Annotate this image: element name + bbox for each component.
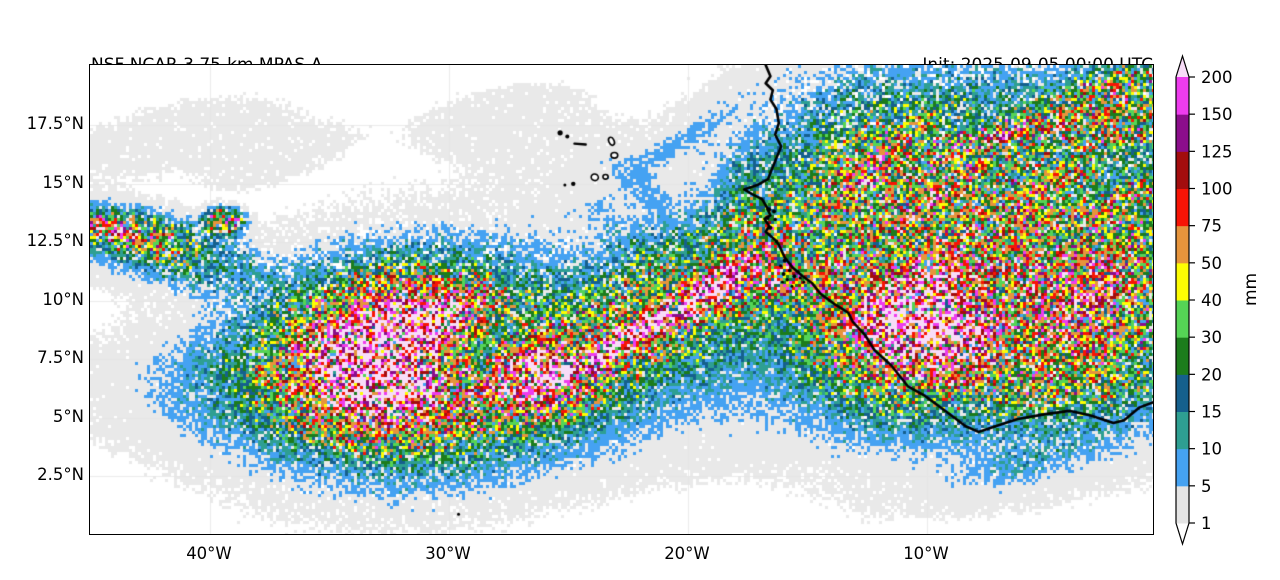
colorbar-tick-label: 100 <box>1201 180 1233 199</box>
colorbar-segment <box>1176 411 1189 450</box>
colorbar-tick-label: 40 <box>1201 291 1222 310</box>
colorbar-segment <box>1176 225 1189 264</box>
lat-tick-label: 2.5°N <box>37 465 84 485</box>
lat-tick-label: 15°N <box>42 172 84 192</box>
colorbar-segment <box>1176 262 1189 301</box>
lat-tick-label: 5°N <box>52 406 84 426</box>
lon-tick-label: 30°W <box>425 544 471 563</box>
precip-map-canvas <box>90 65 1153 534</box>
colorbar-segment <box>1176 188 1189 227</box>
colorbar-units-label: mm <box>1241 273 1261 306</box>
colorbar-tick-label: 150 <box>1201 105 1233 124</box>
colorbar-segment <box>1176 448 1189 487</box>
colorbar-tick-label: 1 <box>1201 514 1212 533</box>
colorbar-tick-label: 125 <box>1201 142 1233 161</box>
colorbar-segment <box>1176 114 1189 152</box>
lon-tick-label: 20°W <box>664 544 710 563</box>
lat-tick-label: 7.5°N <box>37 348 84 368</box>
lat-tick-label: 10°N <box>42 289 84 309</box>
colorbar-tick-label: 15 <box>1201 403 1222 422</box>
colorbar-tick-label: 20 <box>1201 365 1222 384</box>
lat-tick-label: 17.5°N <box>26 114 84 134</box>
colorbar-segment <box>1176 151 1189 189</box>
lon-tick-label: 10°W <box>903 544 949 563</box>
colorbar-over-arrow <box>1176 56 1189 77</box>
colorbar-tick-label: 200 <box>1201 68 1233 87</box>
colorbar-segment <box>1176 300 1189 338</box>
colorbar-tick-label: 5 <box>1201 477 1212 496</box>
lon-tick-label: 40°W <box>186 544 232 563</box>
colorbar-segment <box>1176 337 1189 375</box>
colorbar-under-arrow <box>1176 523 1189 544</box>
colorbar-tick-label: 75 <box>1201 217 1222 236</box>
colorbar-tick-label: 10 <box>1201 440 1222 459</box>
map-plot-area <box>89 64 1154 535</box>
colorbar-segment <box>1176 374 1189 412</box>
colorbar-tick-label: 30 <box>1201 328 1222 347</box>
colorbar-segment <box>1176 485 1189 524</box>
lat-tick-label: 12.5°N <box>26 231 84 251</box>
colorbar-tick-label: 50 <box>1201 254 1222 273</box>
colorbar-segment <box>1176 77 1189 115</box>
